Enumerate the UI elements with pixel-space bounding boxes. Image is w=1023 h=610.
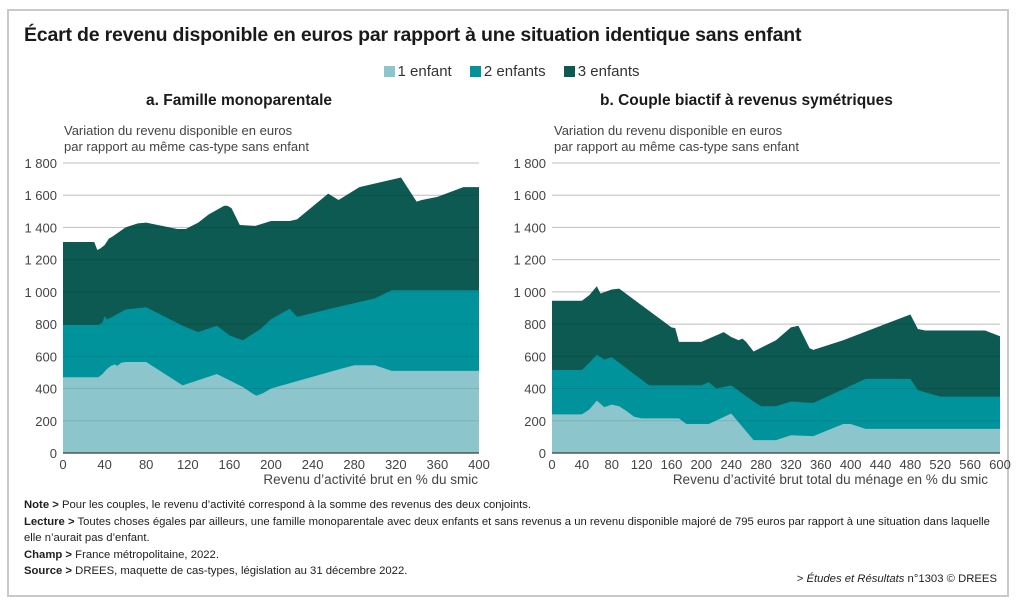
x-tick-label: 200 (690, 457, 712, 472)
y-tick-label: 800 (524, 317, 546, 332)
x-tick-label: 280 (750, 457, 772, 472)
area-1-enfant (63, 361, 479, 453)
x-tick-label: 80 (604, 457, 618, 472)
y-tick-label: 1 200 (24, 253, 57, 268)
y-tick-label: 600 (35, 349, 57, 364)
panel-a-title: a. Famille monoparentale (146, 92, 333, 109)
x-tick-label: 160 (661, 457, 683, 472)
legend-label: 3 enfants (577, 63, 640, 80)
x-tick-label: 120 (177, 457, 199, 472)
area-1-enfant (552, 400, 1000, 453)
y-tick-label: 800 (35, 317, 57, 332)
x-tick-label: 280 (343, 457, 365, 472)
x-tick-label: 240 (720, 457, 742, 472)
x-tick-label: 80 (139, 457, 153, 472)
x-tick-label: 480 (900, 457, 922, 472)
x-tick-label: 400 (468, 457, 490, 472)
y-tick-label: 1 600 (24, 188, 57, 203)
source-line: Source > DREES, maquette de cas-types, l… (24, 565, 408, 577)
y-tick-label: 1 200 (513, 253, 546, 268)
y-tick-label: 1 800 (24, 156, 57, 171)
x-tick-label: 360 (810, 457, 832, 472)
x-tick-label: 400 (840, 457, 862, 472)
ylabel-line: par rapport au même cas-type sans enfant (554, 139, 799, 154)
x-tick-label: 120 (631, 457, 653, 472)
legend-swatch-2 (469, 66, 481, 77)
x-tick-label: 520 (929, 457, 951, 472)
y-tick-label: 1 400 (24, 220, 57, 235)
note-line: Note > Pour les couples, le revenu d’act… (24, 499, 532, 511)
credit: > Études et Résultats n°1303 © DREES (796, 573, 997, 585)
x-tick-label: 0 (59, 457, 66, 472)
legend-label: 1 enfant (397, 63, 452, 80)
ylabel-line: Variation du revenu disponible en euros (554, 123, 783, 138)
ylabel-line: Variation du revenu disponible en euros (64, 123, 293, 138)
y-tick-label: 0 (50, 446, 57, 461)
legend-item-2-enfants: 2 enfants (469, 63, 546, 80)
legend: 1 enfant 2 enfants 3 enfants (0, 63, 1023, 80)
legend-item-1-enfant: 1 enfant (383, 63, 452, 80)
ylabel-line: par rapport au même cas-type sans enfant (64, 139, 309, 154)
y-tick-label: 400 (35, 382, 57, 397)
x-tick-label: 600 (989, 457, 1011, 472)
y-tick-label: 1 000 (24, 285, 57, 300)
x-tick-label: 320 (780, 457, 802, 472)
x-tick-label: 560 (959, 457, 981, 472)
y-tick-label: 600 (524, 349, 546, 364)
y-tick-label: 200 (35, 414, 57, 429)
panel-b-xlabel: Revenu d’activité brut total du ménage e… (672, 472, 988, 487)
x-tick-label: 440 (870, 457, 892, 472)
legend-swatch-3 (563, 66, 575, 77)
x-tick-label: 40 (575, 457, 589, 472)
x-tick-label: 160 (219, 457, 241, 472)
lecture-line: Lecture > Toutes choses égales par aille… (24, 515, 990, 545)
panel-b-title: b. Couple biactif à revenus symétriques (600, 92, 893, 109)
figure-title: Écart de revenu disponible en euros par … (24, 24, 802, 46)
x-tick-label: 360 (427, 457, 449, 472)
y-tick-label: 1 600 (513, 188, 546, 203)
y-tick-label: 400 (524, 382, 546, 397)
legend-item-3-enfants: 3 enfants (563, 63, 640, 80)
legend-swatch-1 (383, 66, 395, 77)
y-tick-label: 200 (524, 414, 546, 429)
x-tick-label: 320 (385, 457, 407, 472)
y-tick-label: 1 000 (513, 285, 546, 300)
x-tick-label: 40 (97, 457, 111, 472)
panel-a-ylabel: Variation du revenu disponible en euros … (64, 123, 309, 155)
x-tick-label: 240 (302, 457, 324, 472)
x-tick-label: 200 (260, 457, 282, 472)
notes: Note > Pour les couples, le revenu d’act… (24, 497, 994, 580)
x-tick-label: 0 (548, 457, 555, 472)
champ-line: Champ > France métropolitaine, 2022. (24, 548, 219, 561)
legend-label: 2 enfants (483, 63, 546, 80)
y-tick-label: 1 400 (513, 220, 546, 235)
panel-a-xlabel: Revenu d’activité brut en % du smic (263, 472, 478, 487)
y-tick-label: 1 800 (513, 156, 546, 171)
y-tick-label: 0 (539, 446, 546, 461)
panel-b-ylabel: Variation du revenu disponible en euros … (554, 123, 799, 155)
